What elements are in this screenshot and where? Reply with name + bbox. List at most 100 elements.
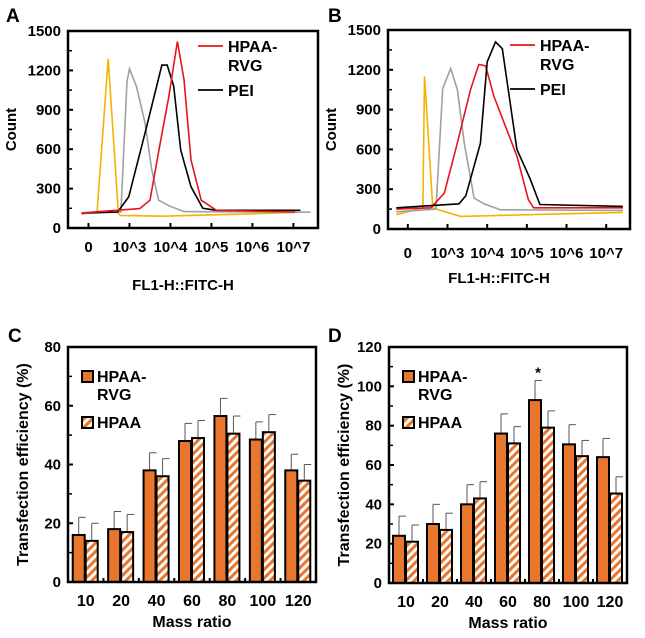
plot-frame — [66, 345, 318, 584]
x-tick-label: 10^7 — [277, 239, 311, 256]
x-tick-label: 10^6 — [550, 245, 584, 262]
series-line-A0A0A0 — [81, 65, 311, 215]
plot-frame — [66, 29, 320, 230]
y-tick-label: 20 — [44, 515, 61, 532]
y-axis-label: Transfection efficiency (%) — [336, 364, 353, 567]
x-tick-label: 10^6 — [236, 239, 270, 256]
significance-asterisk: * — [535, 364, 541, 381]
legend-label: RVG — [228, 58, 262, 75]
y-axis-label: Count — [323, 108, 340, 151]
bar-hpaa-40 — [155, 475, 170, 583]
y-tick-label: 120 — [357, 339, 382, 356]
legend-label: RVG — [418, 387, 452, 404]
y-tick-label: 300 — [36, 181, 61, 198]
bar-hpaa-100 — [261, 431, 276, 583]
x-axis-label: Mass ratio — [152, 614, 231, 631]
bar-hpaa-60 — [191, 437, 205, 583]
legend-swatch-striped — [81, 416, 94, 429]
y-tick-label: 600 — [356, 141, 381, 158]
x-tick-label: 120 — [285, 593, 312, 610]
legend-label: HPAA- — [97, 369, 146, 386]
panel-label: B — [328, 6, 342, 27]
series-line-F2B400 — [81, 58, 296, 218]
bar-hpaa-rvg-40 — [460, 503, 474, 585]
bar-hpaa-rvg-20 — [107, 528, 122, 583]
y-tick-label: 60 — [44, 398, 61, 415]
legend-label: PEI — [228, 83, 254, 100]
legend-swatch-solid — [81, 370, 94, 383]
plot-frame — [387, 345, 629, 585]
y-tick-label: 80 — [365, 418, 382, 435]
y-tick-label: 1200 — [348, 62, 381, 79]
legend-label: HPAA — [418, 415, 463, 432]
bar-hpaa-120 — [297, 479, 312, 583]
panel-label: A — [6, 6, 20, 27]
x-tick-label: 0 — [84, 239, 92, 256]
bar-hpaa-rvg-20 — [426, 523, 440, 584]
bar-hpaa-rvg-10 — [392, 534, 406, 584]
x-tick-label: 80 — [533, 594, 551, 611]
legend-label: RVG — [97, 387, 131, 404]
x-tick-label: 40 — [465, 594, 483, 611]
y-tick-label: 80 — [44, 339, 61, 356]
y-tick-label: 40 — [44, 457, 61, 474]
bar-hpaa-rvg-60 — [178, 440, 192, 583]
y-tick-label: 100 — [357, 378, 382, 395]
y-tick-label: 1200 — [28, 62, 61, 79]
bar-hpaa-rvg-40 — [142, 469, 157, 583]
y-tick-label: 1500 — [348, 22, 381, 39]
y-tick-label: 0 — [53, 574, 61, 591]
series-line-A0A0A0 — [396, 66, 623, 213]
x-axis-label: Mass ratio — [468, 615, 547, 632]
legend-label: PEI — [540, 82, 566, 99]
panel-a: A 0 300 600 900 1200 1500 Count 0 10^3 10^4 10^5 10^… — [3, 6, 320, 294]
bar-hpaa-rvg-80 — [213, 415, 228, 583]
y-axis-label: Count — [3, 108, 20, 151]
x-tick-label: 100 — [563, 594, 590, 611]
x-tick-label: 10^4 — [154, 239, 188, 256]
x-tick-label: 10 — [397, 594, 415, 611]
y-tick-label: 900 — [36, 102, 61, 119]
panel-c: C 0 20 40 60 80 Transfection efficiency (%) 10 2… — [8, 326, 318, 631]
x-tick-label: 120 — [597, 594, 624, 611]
series-line-pei — [81, 64, 301, 214]
x-tick-label: 40 — [148, 593, 166, 610]
bar-hpaa-40 — [473, 497, 487, 584]
bar-hpaa-10 — [405, 540, 419, 585]
y-tick-label: 0 — [53, 220, 61, 237]
bar-hpaa-80 — [541, 426, 555, 584]
y-tick-label: 20 — [365, 536, 382, 553]
bar-hpaa-rvg-100 — [248, 438, 263, 583]
legend-swatch-solid — [402, 370, 415, 383]
legend-swatch-striped — [402, 416, 415, 429]
plot-frame — [386, 28, 632, 231]
series-line-hpaa-rvg — [81, 41, 296, 214]
x-tick-label: 10^3 — [113, 239, 147, 256]
x-tick-label: 60 — [499, 594, 517, 611]
panel-label: C — [8, 326, 22, 347]
bar-hpaa-10 — [84, 539, 99, 583]
x-tick-label: 10^3 — [431, 245, 465, 262]
x-tick-label: 100 — [250, 593, 277, 610]
y-tick-label: 300 — [356, 181, 381, 198]
x-tick-label: 10^5 — [195, 239, 229, 256]
bar-hpaa-rvg-120 — [284, 469, 299, 583]
y-tick-label: 40 — [365, 496, 382, 513]
y-tick-label: 600 — [36, 141, 61, 158]
x-tick-label: 20 — [431, 594, 449, 611]
series-line-hpaa-rvg — [396, 63, 623, 210]
legend-label: RVG — [540, 57, 574, 74]
bar-hpaa-rvg-80 — [528, 399, 542, 584]
y-tick-label: 900 — [356, 102, 381, 119]
panel-b: B 0 300 600 900 1200 1500 Count 0 10^3 10^4 10^5 10^… — [323, 6, 632, 287]
legend-label: HPAA — [97, 415, 142, 432]
bar-hpaa-60 — [507, 442, 521, 584]
legend-label: HPAA- — [228, 39, 277, 56]
bar-hpaa-100 — [575, 455, 589, 584]
x-tick-label: 10 — [77, 593, 95, 610]
bar-hpaa-rvg-120 — [596, 456, 610, 584]
series-line-pei — [396, 40, 623, 209]
x-tick-label: 0 — [404, 245, 412, 262]
x-tick-label: 10^4 — [470, 245, 504, 262]
